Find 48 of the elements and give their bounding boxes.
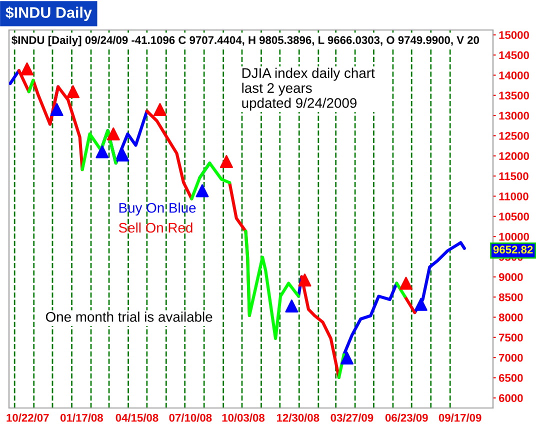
x-tick-label: 10/03/08	[222, 414, 265, 422]
y-tick-label: 14000	[499, 71, 529, 80]
point	[340, 352, 354, 365]
annotation: 9652.82	[493, 246, 533, 254]
y-tick-label: 10000	[499, 232, 529, 241]
y-tick-label: 10500	[499, 212, 529, 221]
series-label: Buy On Blue	[119, 202, 196, 216]
y-tick-label: 6500	[498, 374, 523, 382]
y-tick-label: 6000	[498, 394, 523, 402]
point	[298, 274, 312, 287]
y-tick-label: 9000	[498, 273, 523, 282]
y-tick-label: 11500	[499, 172, 528, 180]
x-tick-label: 09/17/09	[438, 414, 482, 422]
x-tick-label: 04/15/08	[116, 414, 158, 422]
point	[50, 103, 64, 116]
y-tick-label: 12500	[499, 132, 529, 140]
annotation: One month trial is available	[46, 312, 212, 322]
point	[220, 155, 233, 168]
y-tick-label: 14500	[499, 51, 529, 60]
x-tick-label: 01/17/08	[60, 414, 103, 422]
series-label: Sell On Red	[118, 222, 192, 233]
point	[116, 148, 130, 162]
y-tick-label: 15000	[499, 31, 529, 39]
point	[66, 85, 80, 98]
point	[196, 184, 209, 198]
y-tick-label: 7500	[499, 334, 523, 342]
y-tick-label: 7000	[499, 354, 523, 362]
point	[285, 299, 298, 312]
point	[414, 298, 428, 311]
x-tick-label: 12/30/08	[276, 414, 320, 422]
point	[153, 103, 166, 116]
point	[400, 276, 413, 290]
y-tick-label: 13000	[499, 112, 529, 120]
annotation: $INDU [Daily] 09/24/09 -41.1096 C 9707.4404, H 9805.3896, L 9666.0303, O 9749.9900, V 20	[12, 36, 479, 46]
point	[96, 145, 109, 158]
y-tick-label: 8000	[498, 314, 523, 322]
x-tick-label: 10/22/07	[6, 414, 49, 422]
x-tick-label: 03/27/09	[330, 414, 374, 422]
y-tick-label: 12000	[499, 152, 529, 160]
chart-title: $INDU Daily	[6, 6, 92, 21]
point	[20, 62, 34, 76]
point	[106, 127, 120, 140]
y-tick-label: 8500	[498, 293, 523, 302]
x-tick-label: 07/10/08	[169, 414, 212, 422]
y-tick-label: 13500	[499, 92, 529, 100]
x-tick-label: 06/23/09	[385, 414, 428, 422]
annotation: DJIA index daily chart last 2 years updated 9/24/2009	[242, 68, 375, 111]
y-tick-label: 11000	[499, 192, 528, 200]
